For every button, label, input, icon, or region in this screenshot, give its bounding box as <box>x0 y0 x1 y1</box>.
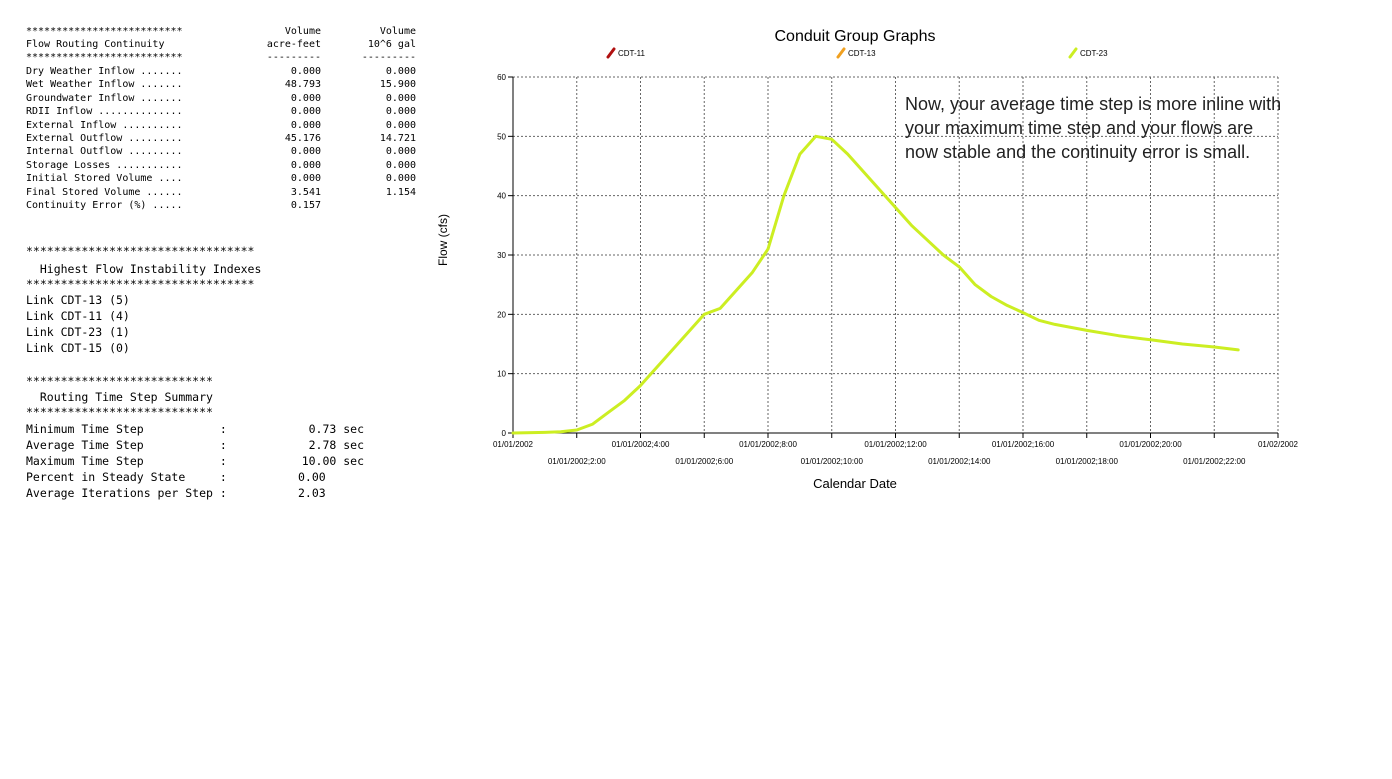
instability-link: Link CDT-15 (0) <box>26 341 130 355</box>
continuity-row-value-mgal: 0.000 <box>385 159 416 171</box>
legend-swatch <box>836 47 846 59</box>
x-tick-label: 01/01/2002;12:00 <box>864 440 927 449</box>
continuity-row-label: Continuity Error (%) ..... <box>26 200 183 211</box>
timestep-stars-top: *************************** <box>26 374 213 388</box>
col2-header: Volume <box>379 26 416 37</box>
timestep-value: 0.00 <box>298 470 326 484</box>
timestep-value: 10.00 sec <box>301 454 364 468</box>
instability-link: Link CDT-23 (1) <box>26 325 130 339</box>
y-tick-label: 10 <box>497 370 506 379</box>
col2-unit: 10^6 gal <box>367 39 416 50</box>
x-axis-ticks: 01/01/2002 01/01/2002;2:00 01/01/2002;4:00… <box>493 433 1299 466</box>
instability-link: Link CDT-13 (5) <box>26 293 130 307</box>
continuity-stars-bottom: ************************** <box>26 52 183 63</box>
col2-dash: --------- <box>361 52 416 63</box>
x-tick-label: 01/01/2002;16:00 <box>992 440 1055 449</box>
x-tick-label: 01/01/2002;8:00 <box>739 440 797 449</box>
continuity-row-label: Internal Outflow ......... <box>26 146 183 158</box>
annotation-note: Now, your average time step is more inli… <box>905 94 1282 162</box>
y-tick-label: 30 <box>497 251 506 260</box>
continuity-row-label: External Outflow ......... <box>26 133 183 144</box>
continuity-row-value-acre-feet: 0.157 <box>290 200 321 211</box>
continuity-row-value-acre-feet: 45.176 <box>284 133 321 144</box>
instability-link: Link CDT-11 (4) <box>26 309 130 323</box>
x-tick-label: 01/01/2002;22:00 <box>1183 457 1246 466</box>
continuity-row-label: Final Stored Volume ...... <box>26 186 183 198</box>
continuity-row-label: Storage Losses ........... <box>26 159 183 171</box>
chart-series <box>511 134 1240 435</box>
timestep-value: 2.78 sec <box>308 438 364 452</box>
timestep-label: Average Iterations per Step : <box>26 486 227 500</box>
continuity-row-value-mgal: 0.000 <box>385 92 416 104</box>
chart-legend: CDT-11 CDT-13 CDT-23 <box>606 47 1108 59</box>
instability-stars-top: ********************************* <box>26 244 255 258</box>
timestep-label: Maximum Time Step : <box>26 454 227 468</box>
legend-label: CDT-23 <box>1080 49 1108 58</box>
y-tick-label: 60 <box>497 73 506 82</box>
continuity-row-label: Groundwater Inflow ....... <box>26 92 183 104</box>
timestep-label: Minimum Time Step : <box>26 422 227 436</box>
continuity-row-value-acre-feet: 0.000 <box>290 146 321 158</box>
legend-label: CDT-13 <box>848 49 876 58</box>
continuity-row-value-acre-feet: 0.000 <box>290 92 321 104</box>
series-line-cdt-23 <box>511 134 1240 435</box>
continuity-row-label: Initial Stored Volume .... <box>26 173 183 185</box>
legend-swatch <box>1068 47 1078 59</box>
y-axis-label: Flow (cfs) <box>436 214 450 266</box>
continuity-row-value-mgal: 0.000 <box>385 66 416 77</box>
continuity-row-value-acre-feet: 0.000 <box>290 66 321 77</box>
continuity-row-value-acre-feet: 0.000 <box>290 159 321 171</box>
x-axis-label: Calendar Date <box>813 476 897 491</box>
y-tick-label: 50 <box>497 132 506 141</box>
report-output: ************************** Flow Routing … <box>26 0 416 779</box>
continuity-row-value-acre-feet: 3.541 <box>290 186 321 198</box>
continuity-row-value-mgal: 1.154 <box>385 186 416 198</box>
continuity-row-value-mgal: 0.000 <box>385 146 416 158</box>
x-tick-label: 01/01/2002;18:00 <box>1056 457 1119 466</box>
y-tick-label: 0 <box>502 429 507 438</box>
instability-title: Highest Flow Instability Indexes <box>26 262 262 276</box>
timestep-label: Average Time Step : <box>26 438 227 452</box>
col1-dash: --------- <box>266 52 321 63</box>
continuity-row-value-acre-feet: 48.793 <box>284 79 321 91</box>
continuity-row-label: Dry Weather Inflow ....... <box>26 66 183 77</box>
timestep-stars-bottom: *************************** <box>26 405 213 419</box>
y-axis-ticks: 0 10 20 30 40 50 60 <box>497 73 513 438</box>
timestep-value: 2.03 <box>298 486 326 500</box>
continuity-row-value-mgal: 0.000 <box>385 106 416 118</box>
continuity-stars-top: ************************** <box>26 26 183 37</box>
instability-stars-bottom: ********************************* <box>26 277 255 291</box>
conduit-group-chart: Conduit Group Graphs CDT-11 CDT-13 CDT-23 … <box>436 28 1299 491</box>
legend-label: CDT-11 <box>618 49 646 58</box>
continuity-row-value-acre-feet: 0.000 <box>290 106 321 118</box>
continuity-row-value-acre-feet: 0.000 <box>290 173 321 185</box>
x-tick-label: 01/01/2002;14:00 <box>928 457 991 466</box>
timestep-title: Routing Time Step Summary <box>26 390 213 404</box>
continuity-row-value-mgal: 15.900 <box>379 79 416 91</box>
x-tick-label: 01/02/2002 <box>1258 440 1299 449</box>
continuity-row-value-mgal: 0.000 <box>385 173 416 185</box>
continuity-row-label: External Inflow .......... <box>26 119 183 131</box>
x-tick-label: 01/01/2002;4:00 <box>612 440 670 449</box>
y-tick-label: 40 <box>497 192 506 201</box>
timestep-value: 0.73 sec <box>308 422 364 436</box>
x-tick-label: 01/01/2002;2:00 <box>548 457 606 466</box>
col1-header: Volume <box>284 26 321 37</box>
x-tick-label: 01/01/2002;20:00 <box>1119 440 1182 449</box>
col1-unit: acre-feet <box>266 39 321 50</box>
continuity-row-value-mgal: 0.000 <box>385 119 416 131</box>
timestep-label: Percent in Steady State : <box>26 470 227 484</box>
y-tick-label: 20 <box>497 310 506 319</box>
continuity-row-value-acre-feet: 0.000 <box>290 119 321 131</box>
continuity-title: Flow Routing Continuity <box>26 39 165 50</box>
x-tick-label: 01/01/2002;10:00 <box>801 457 864 466</box>
continuity-row-label: Wet Weather Inflow ....... <box>26 79 183 91</box>
continuity-row-value-mgal: 14.721 <box>379 133 416 144</box>
x-tick-label: 01/01/2002;6:00 <box>675 457 733 466</box>
x-tick-label: 01/01/2002 <box>493 440 534 449</box>
continuity-row-label: RDII Inflow .............. <box>26 106 183 118</box>
legend-swatch <box>606 47 616 59</box>
chart-title: Conduit Group Graphs <box>775 28 936 45</box>
